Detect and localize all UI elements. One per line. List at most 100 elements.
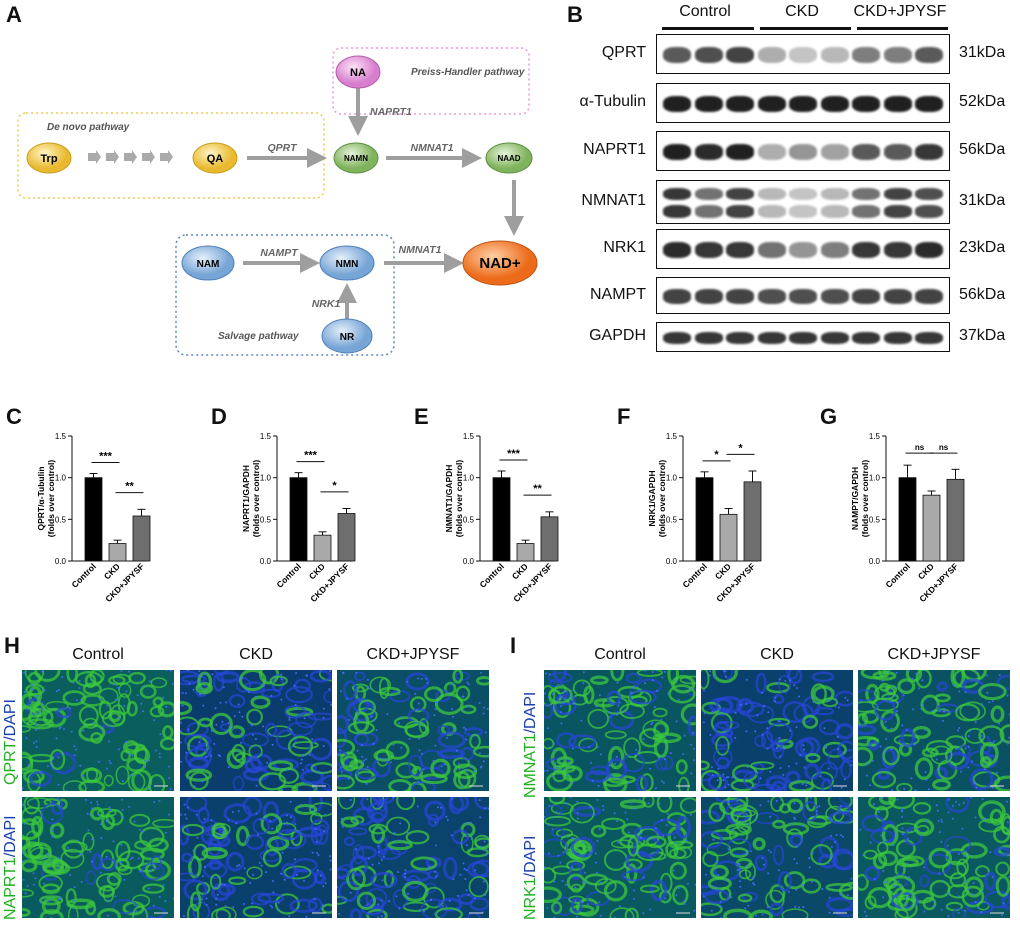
nucleus [869,784,871,787]
tubule [41,883,61,895]
tubule [386,816,411,836]
nucleus [936,809,939,812]
nucleus [803,766,806,769]
wb-band [726,96,754,112]
nucleus [596,839,599,842]
nucleus [322,745,325,748]
nucleus [383,913,386,916]
wb-band [726,332,754,344]
nucleus [294,823,297,826]
tubule [587,708,610,729]
wb-band [726,144,754,160]
panel-letter-f: F [617,404,631,429]
nucleus [484,849,487,851]
nucleus [872,803,875,806]
tubule [624,907,639,918]
tubule [601,695,630,715]
nucleus [712,838,715,841]
wb-band [820,187,849,200]
wb-band [883,289,912,304]
nucleus [966,880,969,883]
tubule [934,693,951,703]
nucleus [967,888,969,891]
significance-label: ** [125,481,134,493]
nucleus [722,779,725,782]
tubule [395,762,418,779]
panel-letter-d: D [211,404,227,429]
tubule [905,670,923,683]
tubule [984,871,997,892]
nucleus [1001,740,1004,743]
nucleus [215,903,218,906]
tubule [51,858,65,872]
tubule [871,770,897,789]
nucleus [644,682,646,685]
nucleus [791,742,793,745]
tubule [993,846,1010,857]
nucleus [600,914,603,917]
nucleus [347,719,350,721]
nucleus [294,858,296,861]
nucleus [591,779,594,782]
nucleus [904,897,907,900]
nucleus [840,834,843,837]
tubule [752,837,766,851]
nucleus [358,705,361,708]
nucleus [129,774,132,777]
nucleus [674,841,677,844]
enzyme-qprt: QPRT [268,142,299,154]
tubule [858,746,874,767]
nucleus [340,766,342,769]
nucleus [416,805,419,808]
h-row1-label: QPRT/DAPI [2,699,19,785]
nucleus [392,797,395,799]
wb-band [820,289,849,304]
tubule [89,670,105,684]
nucleus [202,673,204,676]
tubule [310,812,323,825]
nucleus [108,740,111,743]
nucleus [651,671,654,673]
nucleus [293,843,296,846]
nucleus [233,715,236,717]
nucleus [565,802,568,805]
nucleus [68,780,71,783]
tubule [133,744,148,764]
nucleus [993,740,996,743]
tubule [544,838,568,858]
tubule [701,670,710,690]
nucleus [198,670,201,673]
x-tick-label: Control [680,561,708,589]
tubule [242,797,262,816]
tubule [39,909,64,918]
y-tick-label: 1.0 [869,474,881,483]
tubule [128,671,146,685]
tubule [969,768,994,791]
nucleus [117,686,120,689]
nucleus [794,905,797,908]
nucleus [462,726,465,729]
nucleus [877,811,880,814]
tubule [783,871,806,890]
nucleus [55,690,58,693]
nucleus [901,827,904,830]
nucleus [777,869,780,872]
tubule [22,907,31,918]
nucleus [201,898,204,901]
micro-h-r1-c2 [337,797,489,918]
nucleus [473,770,476,773]
nucleus [553,742,556,745]
nucleus [316,852,319,854]
nucleus [782,773,785,776]
nucleus [337,886,339,888]
nucleus [418,737,421,740]
tubule [241,732,269,748]
nucleus [644,670,647,672]
nucleus [827,767,830,770]
wb-label-5: NAMPT [590,285,646,303]
tubule [548,686,573,704]
nucleus [837,706,840,709]
y-axis-label-2: (folds over control) [46,460,56,538]
tubule [41,897,61,915]
bar [898,477,917,562]
